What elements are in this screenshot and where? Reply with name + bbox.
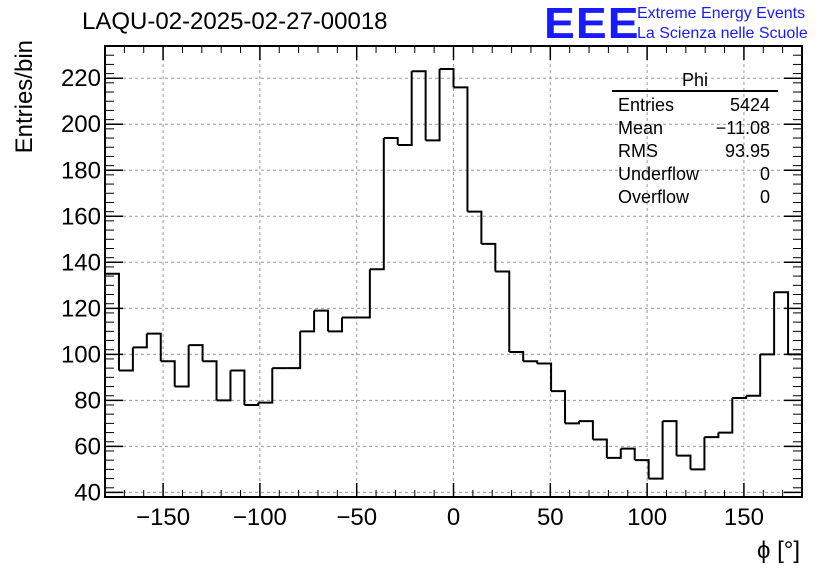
stats-label: Mean <box>618 118 664 138</box>
histogram-bin <box>160 360 176 387</box>
histogram-bin <box>537 362 553 392</box>
stats-row-rms: RMS 93.95 <box>612 140 778 163</box>
histogram-bin <box>495 270 511 353</box>
histogram-bin <box>676 454 692 470</box>
histogram-bin <box>565 421 580 425</box>
histogram-bin <box>314 309 330 332</box>
y-axis-title: Entries/bin <box>11 40 38 153</box>
stats-box: Phi Entries 5424 Mean −11.08 RMS 93.95 U… <box>612 70 778 209</box>
histogram-bin <box>453 86 469 212</box>
stats-value: −11.08 <box>715 118 770 138</box>
logo-line-1: Extreme Energy Events <box>637 5 806 22</box>
histogram-bin <box>481 242 497 272</box>
stats-label: Overflow <box>618 187 690 207</box>
stats-row-overflow: Overflow 0 <box>612 186 778 209</box>
x-tick-label: 100 <box>627 504 667 531</box>
histogram-bin <box>286 331 302 370</box>
histogram-bin <box>132 333 148 349</box>
histogram-bin <box>592 438 608 458</box>
y-tick-label: 100 <box>61 341 101 368</box>
histogram-bin <box>300 310 316 333</box>
stats-value: 0 <box>759 164 770 184</box>
y-tick-label: 120 <box>61 295 101 322</box>
histogram-bin <box>551 390 567 424</box>
histogram-bin <box>244 402 260 406</box>
histogram-bin <box>355 269 371 319</box>
y-tick-label: 140 <box>61 249 101 276</box>
histogram-bin <box>704 432 720 439</box>
logo-mark: EEE <box>544 0 640 48</box>
histogram-bin <box>578 420 594 440</box>
y-tick-label: 180 <box>61 157 101 184</box>
histogram-bin <box>174 345 190 388</box>
histogram-bin <box>397 71 413 146</box>
histogram-bin <box>411 70 427 141</box>
logo-line-2: La Scienza nelle Scuole <box>637 25 808 42</box>
stats-label: Underflow <box>618 164 700 184</box>
eee-logo: EEE Extreme Energy Events La Scienza nel… <box>544 2 808 46</box>
axes <box>104 45 803 498</box>
histogram-bin <box>202 360 218 401</box>
x-tick-label: 150 <box>724 504 764 531</box>
histogram-bin <box>230 369 246 405</box>
histogram-bin <box>523 360 539 364</box>
histogram-bin <box>606 448 622 459</box>
histogram-bin <box>188 344 204 362</box>
stats-label: RMS <box>618 141 658 161</box>
stats-value: 0 <box>759 187 770 207</box>
tick-labels: −150 −100 −50 0 50 100 150 40 60 80 100 120 140 160 18… <box>61 65 764 531</box>
run-title: LAQU-02-2025-02-27-00018 <box>82 8 388 35</box>
x-tick-label: −100 <box>233 504 287 531</box>
histogram-bin <box>774 291 790 355</box>
histogram-bin <box>369 138 385 271</box>
stats-value: 5424 <box>729 95 770 115</box>
x-tick-label: −50 <box>336 504 377 531</box>
histogram-bin <box>746 354 762 397</box>
stats-row-mean: Mean −11.08 <box>612 117 778 140</box>
stats-label: Entries <box>618 95 675 115</box>
histogram-bin <box>216 370 232 402</box>
y-tick-label: 220 <box>61 65 101 92</box>
histogram-bin <box>439 68 455 88</box>
x-tick-label: −150 <box>136 504 190 531</box>
y-tick-label: 40 <box>74 479 101 506</box>
histogram-bin <box>690 437 706 471</box>
histogram-bin <box>718 398 734 434</box>
x-tick-label: 50 <box>537 504 564 531</box>
stats-title: Phi <box>612 70 778 92</box>
histogram-bin <box>383 137 399 145</box>
x-tick-label: 0 <box>447 504 460 531</box>
y-tick-label: 160 <box>61 203 101 230</box>
y-tick-label: 80 <box>74 387 101 414</box>
y-tick-label: 200 <box>61 111 101 138</box>
histogram-bin <box>118 347 134 372</box>
histogram-bin <box>328 317 343 333</box>
histogram-bin <box>648 421 664 480</box>
histogram-bin <box>105 272 120 371</box>
histogram-bin <box>425 69 441 142</box>
logo-text: Extreme Energy Events La Scienza nelle S… <box>637 4 808 44</box>
y-tick-label: 60 <box>74 433 101 460</box>
stats-row-underflow: Underflow 0 <box>612 163 778 186</box>
histogram-bin <box>146 332 162 362</box>
stats-value: 93.95 <box>724 141 770 161</box>
histogram-bin <box>634 459 650 479</box>
histogram-bars <box>104 68 802 497</box>
histogram-bin <box>258 368 274 404</box>
histogram-bin <box>509 351 525 362</box>
histogram-bin <box>662 420 678 456</box>
histogram-bin <box>620 447 636 461</box>
histogram-bin <box>467 210 483 244</box>
stats-row-entries: Entries 5424 <box>612 94 778 117</box>
x-axis-title: ϕ [°] <box>757 537 800 564</box>
grid-lines <box>105 46 802 497</box>
histogram-bin <box>760 292 776 356</box>
